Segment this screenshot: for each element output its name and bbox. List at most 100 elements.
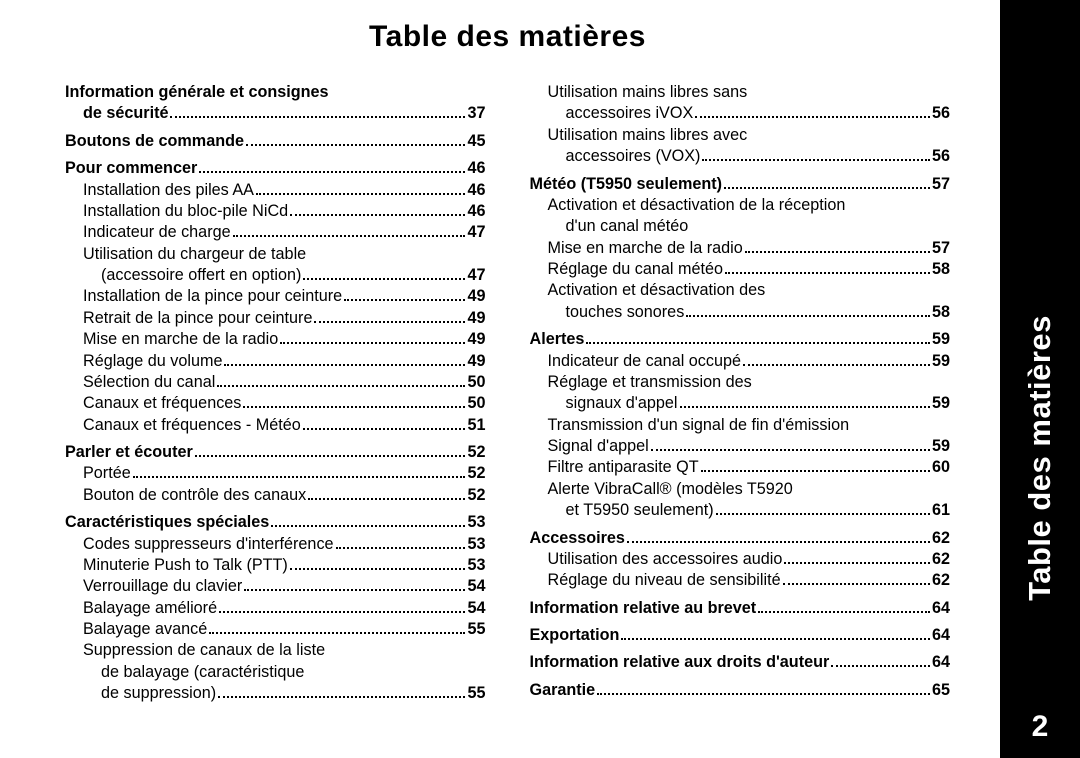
toc-entry-page: 49 <box>467 308 485 329</box>
toc-leader <box>303 270 465 280</box>
toc-entry-page: 61 <box>932 500 950 521</box>
toc-entry: Filtre antiparasite QT60 <box>530 457 951 478</box>
toc-leader <box>195 447 466 457</box>
toc-entry-page: 46 <box>467 201 485 222</box>
toc-section-heading: Information relative aux droits d'auteur… <box>530 652 951 673</box>
toc-leader <box>224 356 465 366</box>
toc-entry-label: Sélection du canal <box>83 372 215 393</box>
toc-entry-page: 59 <box>932 351 950 372</box>
toc-leader <box>280 334 465 344</box>
toc-entry-page: 59 <box>932 393 950 414</box>
toc-section-heading: Boutons de commande45 <box>65 131 486 152</box>
toc-entry-page: 45 <box>467 131 485 152</box>
toc-entry-label: Réglage du niveau de sensibilité <box>548 570 781 591</box>
toc-page: Table des matières Information générale … <box>35 20 980 738</box>
toc-leader <box>597 685 930 695</box>
toc-entry-label: Portée <box>83 463 131 484</box>
toc-entry: Indicateur de charge47 <box>65 222 486 243</box>
toc-entry: Suppression de canaux de la liste <box>65 640 486 661</box>
toc-entry: (accessoire offert en option) 47 <box>65 265 486 286</box>
toc-entry-label: de sécurité <box>83 103 168 124</box>
toc-entry-label: Alerte VibraCall® (modèles T5920 <box>548 479 793 500</box>
toc-entry: Canaux et fréquences - Météo51 <box>65 415 486 436</box>
toc-leader <box>680 399 930 409</box>
toc-entry-label: Minuterie Push to Talk (PTT) <box>83 555 288 576</box>
toc-entry-page: 54 <box>467 576 485 597</box>
toc-section-heading: Garantie65 <box>530 680 951 701</box>
sidebar-page-number: 2 <box>1032 710 1049 744</box>
toc-entry: Portée52 <box>65 463 486 484</box>
toc-entry-label: Signal d'appel <box>548 436 649 457</box>
toc-entry: Transmission d'un signal de fin d'émissi… <box>530 415 951 436</box>
toc-entry-page: 53 <box>467 512 485 533</box>
toc-entry-page: 59 <box>932 329 950 350</box>
toc-entry: Signal d'appel 59 <box>530 436 951 457</box>
toc-entry: Minuterie Push to Talk (PTT)53 <box>65 555 486 576</box>
toc-entry-page: 46 <box>467 158 485 179</box>
toc-entry-label: Codes suppresseurs d'interférence <box>83 534 334 555</box>
toc-entry: Canaux et fréquences50 <box>65 393 486 414</box>
toc-entry-label: Installation du bloc-pile NiCd <box>83 201 288 222</box>
toc-entry: Installation des piles AA46 <box>65 180 486 201</box>
toc-leader <box>831 658 930 668</box>
toc-entry: Bouton de contrôle des canaux52 <box>65 485 486 506</box>
toc-entry: Réglage du volume49 <box>65 351 486 372</box>
toc-entry: Indicateur de canal occupé59 <box>530 351 951 372</box>
toc-leader <box>199 163 465 173</box>
toc-leader <box>344 292 465 302</box>
toc-entry-page: 49 <box>467 286 485 307</box>
toc-leader <box>686 307 930 317</box>
toc-entry-page: 53 <box>467 534 485 555</box>
toc-entry: Retrait de la pince pour ceinture49 <box>65 308 486 329</box>
toc-section-heading: Information relative au brevet64 <box>530 598 951 619</box>
toc-entry-label: Canaux et fréquences <box>83 393 241 414</box>
toc-col-right: Utilisation mains libres sansaccessoires… <box>530 82 951 705</box>
toc-entry: Alerte VibraCall® (modèles T5920 <box>530 479 951 500</box>
toc-entry-page: 62 <box>932 570 950 591</box>
toc-leader <box>651 441 930 451</box>
toc-entry-page: 62 <box>932 549 950 570</box>
toc-entry-label: Utilisation des accessoires audio <box>548 549 783 570</box>
toc-entry-label: Mise en marche de la radio <box>83 329 278 350</box>
toc-entry: et T5950 seulement)61 <box>530 500 951 521</box>
toc-leader <box>217 377 465 387</box>
toc-leader <box>783 576 930 586</box>
toc-section-heading: Alertes 59 <box>530 329 951 350</box>
toc-entry: Codes suppresseurs d'interférence 53 <box>65 534 486 555</box>
toc-entry-page: 59 <box>932 436 950 457</box>
toc-entry-label: Installation de la pince pour ceinture <box>83 286 342 307</box>
toc-leader <box>314 313 465 323</box>
toc-entry-page: 55 <box>467 683 485 704</box>
toc-entry: signaux d'appel 59 <box>530 393 951 414</box>
toc-entry-label: Activation et désactivation des <box>548 280 766 301</box>
toc-leader <box>290 560 466 570</box>
toc-entry-label: Caractéristiques spéciales <box>65 512 269 533</box>
toc-entry: Verrouillage du clavier54 <box>65 576 486 597</box>
toc-section-heading: Parler et écouter52 <box>65 442 486 463</box>
toc-entry-label: touches sonores <box>566 302 685 323</box>
toc-entry-page: 47 <box>467 265 485 286</box>
toc-entry-label: Pour commencer <box>65 158 197 179</box>
toc-entry-label: signaux d'appel <box>566 393 678 414</box>
toc-entry: Balayage amélioré54 <box>65 598 486 619</box>
toc-entry-page: 46 <box>467 180 485 201</box>
toc-entry-label: de balayage (caractéristique <box>101 662 304 683</box>
toc-entry-page: 65 <box>932 680 950 701</box>
toc-leader <box>308 490 465 500</box>
toc-entry-label: Indicateur de charge <box>83 222 231 243</box>
page-title: Table des matières <box>35 20 980 54</box>
sidebar-tab: Table des matières 2 <box>1000 0 1080 758</box>
toc-entry-page: 49 <box>467 351 485 372</box>
toc-entry-label: (accessoire offert en option) <box>101 265 301 286</box>
toc-entry: de suppression)55 <box>65 683 486 704</box>
toc-entry: Réglage et transmission des <box>530 372 951 393</box>
toc-entry-page: 49 <box>467 329 485 350</box>
toc-section-heading: Exportation64 <box>530 625 951 646</box>
toc-entry-label: Exportation <box>530 625 620 646</box>
toc-entry: Utilisation des accessoires audio 62 <box>530 549 951 570</box>
toc-leader <box>219 603 465 613</box>
toc-entry-label: Information relative aux droits d'auteur <box>530 652 830 673</box>
toc-leader <box>243 399 465 409</box>
toc-entry-label: Alertes <box>530 329 585 350</box>
toc-entry-label: Information générale et consignes <box>65 82 329 103</box>
